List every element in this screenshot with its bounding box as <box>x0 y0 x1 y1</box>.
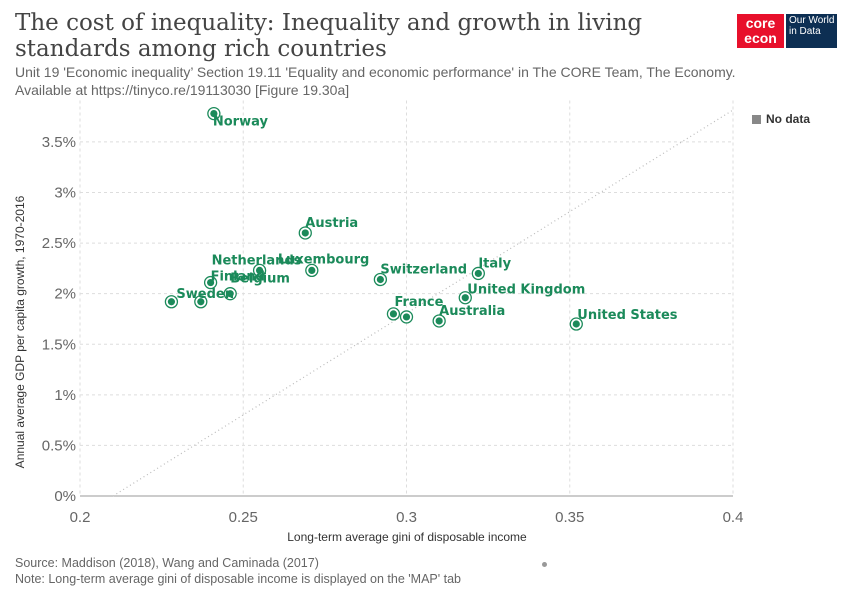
no-data-swatch <box>752 115 761 124</box>
core-logo-line2: econ <box>744 30 777 46</box>
footer: Source: Maddison (2018), Wang and Camina… <box>15 555 461 587</box>
x-tick-label: 0.4 <box>723 509 744 526</box>
data-label: United States <box>577 308 678 323</box>
data-point[interactable] <box>376 275 384 284</box>
x-tick-label: 0.25 <box>229 509 258 526</box>
reference-diagonal <box>112 109 734 497</box>
data-label: Sweden <box>176 287 234 302</box>
data-point[interactable] <box>402 313 411 321</box>
legend-no-data[interactable]: No data <box>752 112 810 126</box>
data-point[interactable] <box>255 266 264 274</box>
chart-subtitle: Unit 19 'Economic inequality’ Section 19… <box>15 64 736 98</box>
y-tick-label: 0% <box>54 488 76 505</box>
data-point[interactable] <box>474 269 482 278</box>
legend-no-data-label: No data <box>766 112 811 126</box>
owid-logo-line2: in Data <box>789 25 821 37</box>
x-axis-title: Long-term average gini of disposable inc… <box>287 530 527 544</box>
owid-logo: Our World in Data <box>786 14 837 48</box>
data-point[interactable] <box>435 317 443 325</box>
data-point[interactable] <box>207 278 215 287</box>
data-point[interactable] <box>389 310 398 318</box>
data-point[interactable] <box>461 294 469 302</box>
data-label: Luxembourg <box>278 252 370 267</box>
diagonal-line <box>112 109 734 497</box>
y-axis-title: Annual average GDP per capita growth, 19… <box>13 195 27 468</box>
data-point[interactable] <box>226 290 234 298</box>
data-label: Italy <box>478 256 511 271</box>
footer-note: Note: Long-term average gini of disposab… <box>15 572 461 586</box>
grid-lines <box>79 100 734 497</box>
x-tick-label: 0.35 <box>555 509 584 526</box>
core-logo-line1: core <box>745 15 776 31</box>
chart-title: The cost of inequality: Inequality and g… <box>15 10 643 62</box>
core-econ-logo: core econ <box>737 14 784 48</box>
logo[interactable]: core econ Our World in Data <box>737 14 837 48</box>
data-label: Switzerland <box>380 263 467 278</box>
data-point[interactable] <box>197 298 205 306</box>
data-points[interactable] <box>164 106 583 331</box>
y-axis-ticks: 0% 0.5% 1% 1.5% 2% 2.5% 3% 3.5% <box>42 134 76 505</box>
data-point[interactable] <box>572 320 580 328</box>
y-tick-label: 2.5% <box>42 235 76 252</box>
data-label: Australia <box>439 304 505 319</box>
data-point[interactable] <box>167 298 176 306</box>
x-tick-label: 0.3 <box>396 509 417 526</box>
y-tick-label: 1.5% <box>42 336 76 353</box>
owid-logo-line1: Our World <box>789 15 835 26</box>
data-point[interactable] <box>301 229 309 237</box>
data-label: Finland <box>211 270 265 285</box>
data-label: United Kingdom <box>467 283 585 298</box>
footer-source: Source: Maddison (2018), Wang and Camina… <box>15 556 319 570</box>
y-tick-label: 3.5% <box>42 134 76 151</box>
y-tick-label: 3% <box>54 185 76 202</box>
data-point[interactable] <box>210 109 218 118</box>
y-tick-label: 1% <box>54 387 76 404</box>
data-label: Austria <box>305 216 358 231</box>
data-label: France <box>394 295 443 310</box>
data-label: Belgium <box>230 272 290 287</box>
data-point[interactable] <box>308 266 316 274</box>
x-tick-label: 0.2 <box>70 509 91 526</box>
y-tick-label: 2% <box>54 286 76 303</box>
y-tick-label: 0.5% <box>42 437 76 454</box>
data-label: Netherlands <box>212 253 302 268</box>
x-axis-ticks: 0.2 0.25 0.3 0.35 0.4 <box>70 509 744 526</box>
pager-dot[interactable] <box>542 562 547 567</box>
data-label: Norway <box>213 115 269 130</box>
